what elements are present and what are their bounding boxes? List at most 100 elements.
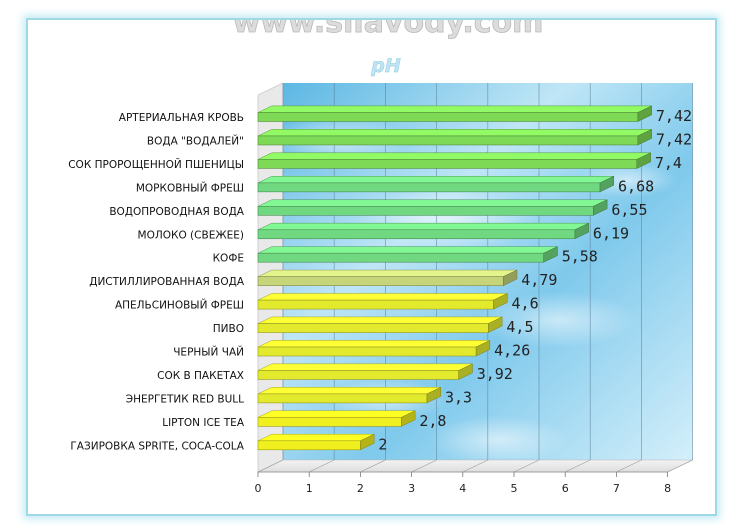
bar-end: [637, 105, 652, 122]
water-ripple: [478, 292, 638, 348]
floor-gridline: [360, 459, 386, 473]
floor-gridline: [667, 459, 693, 473]
category-label: КОФЕ: [213, 253, 244, 265]
bar: [257, 293, 508, 310]
x-tick-label: 4: [459, 482, 466, 495]
bar: [257, 246, 558, 263]
x-tick-label: 0: [255, 482, 262, 495]
floor-gridline: [257, 459, 284, 473]
category-label: АПЕЛЬСИНОВЫЙ ФРЕШ: [115, 299, 244, 312]
bar-front: [257, 393, 428, 404]
bar: [257, 433, 375, 451]
bar-top: [257, 433, 375, 442]
watermark-text: www.silavody.com: [233, 20, 544, 40]
bar-top: [257, 340, 490, 348]
bar-top: [257, 105, 652, 113]
value-label: 4,6: [512, 295, 539, 313]
bar-end: [574, 222, 589, 240]
value-label: 6,55: [611, 201, 647, 219]
bar-end: [401, 410, 416, 427]
bar: [257, 386, 441, 404]
bar-end: [637, 128, 652, 146]
value-label: 4,26: [494, 342, 530, 360]
x-tick-label: 2: [357, 482, 364, 495]
bar-top: [257, 387, 441, 395]
chart-frame: www.silavody.com pH 0 1 2 3 4 5 6 7 8 АРТЕРИАЛЬНА…: [26, 18, 717, 516]
category-label: ВОДА "ВОДАЛЕЙ": [147, 134, 244, 147]
x-tick-label: 6: [562, 482, 569, 495]
bar: [257, 410, 416, 427]
bar-front: [257, 417, 402, 427]
value-label: 2,8: [419, 412, 446, 430]
category-label: АРТЕРИАЛЬНАЯ КРОВЬ: [119, 112, 244, 124]
water-ripple: [358, 188, 538, 252]
floor-gridline: [309, 459, 335, 473]
bar-end: [543, 246, 558, 263]
water-ripple: [428, 415, 568, 465]
bar-end: [488, 316, 503, 333]
bar-front: [257, 299, 494, 310]
bar: [257, 105, 652, 122]
category-label: ЭНЕРГЕТИК RED BULL: [126, 393, 244, 405]
bar-end: [493, 293, 508, 310]
bar-end: [502, 269, 518, 287]
bar: [257, 222, 589, 240]
bar-end: [360, 433, 375, 451]
bar-top: [257, 410, 416, 418]
bar: [257, 175, 615, 193]
category-label: СОК В ПАКЕТАХ: [157, 370, 244, 382]
x-tick-label: 1: [306, 482, 313, 495]
chart-title: pH: [370, 55, 401, 77]
category-label: ГАЗИРОВКА SPRITE, COCA-COLA: [70, 440, 244, 452]
value-label: 3,3: [445, 388, 472, 406]
category-label: МОРКОВНЫЙ ФРЕШ: [136, 181, 244, 194]
category-label: ДИСТИЛЛИРОВАННАЯ ВОДА: [89, 276, 245, 288]
bar-top: [257, 152, 651, 160]
value-label: 7,42: [656, 107, 692, 125]
bar-top: [257, 199, 608, 207]
bar: [257, 152, 651, 169]
bar-end: [593, 199, 608, 216]
bar-front: [257, 346, 477, 357]
bar: [257, 340, 491, 357]
category-label: ЧЕРНЫЙ ЧАЙ: [173, 346, 244, 359]
value-label: 2: [378, 435, 387, 453]
floor-gridline: [616, 459, 642, 473]
bar: [257, 363, 473, 380]
floor-gridline: [411, 459, 437, 473]
category-label: ПИВО: [213, 323, 244, 335]
value-label: 7,4: [655, 154, 682, 172]
bar-front: [257, 135, 639, 146]
floor-gridline: [565, 459, 591, 473]
bar-top: [257, 176, 614, 184]
bar-end: [458, 363, 473, 380]
ph-bar-chart: www.silavody.com pH 0 1 2 3 4 5 6 7 8 АРТЕРИАЛЬНА…: [68, 20, 693, 495]
value-label: 6,68: [618, 177, 654, 195]
floor-gridline: [462, 459, 488, 473]
floor-gridline: [513, 459, 540, 473]
category-label: СОК ПРОРОЩЕННОЙ ПШЕНИЦЫ: [68, 158, 244, 171]
bar-top: [257, 363, 473, 371]
x-tick-label: 7: [613, 482, 620, 495]
x-tick-label: 5: [511, 482, 518, 495]
bar-front: [257, 252, 544, 263]
x-tick-label: 8: [664, 482, 671, 495]
bar-front: [257, 323, 489, 333]
bar-front: [257, 182, 601, 193]
bar-front: [257, 276, 504, 286]
value-label: 4,5: [506, 318, 533, 336]
category-label: МОЛОКО (СВЕЖЕЕ): [138, 229, 244, 241]
bar: [257, 199, 608, 216]
bar-front: [257, 370, 460, 380]
bar-end: [599, 175, 615, 193]
bar-end: [475, 340, 491, 357]
category-label: LIPTON ICE TEA: [162, 417, 245, 429]
bar-top: [257, 246, 558, 254]
bar-top: [257, 316, 503, 324]
category-label: ВОДОПРОВОДНАЯ ВОДА: [109, 206, 244, 218]
bar-front: [257, 229, 576, 240]
bar-end: [426, 386, 441, 404]
x-tick-label: 3: [408, 482, 415, 495]
bar: [257, 269, 518, 287]
